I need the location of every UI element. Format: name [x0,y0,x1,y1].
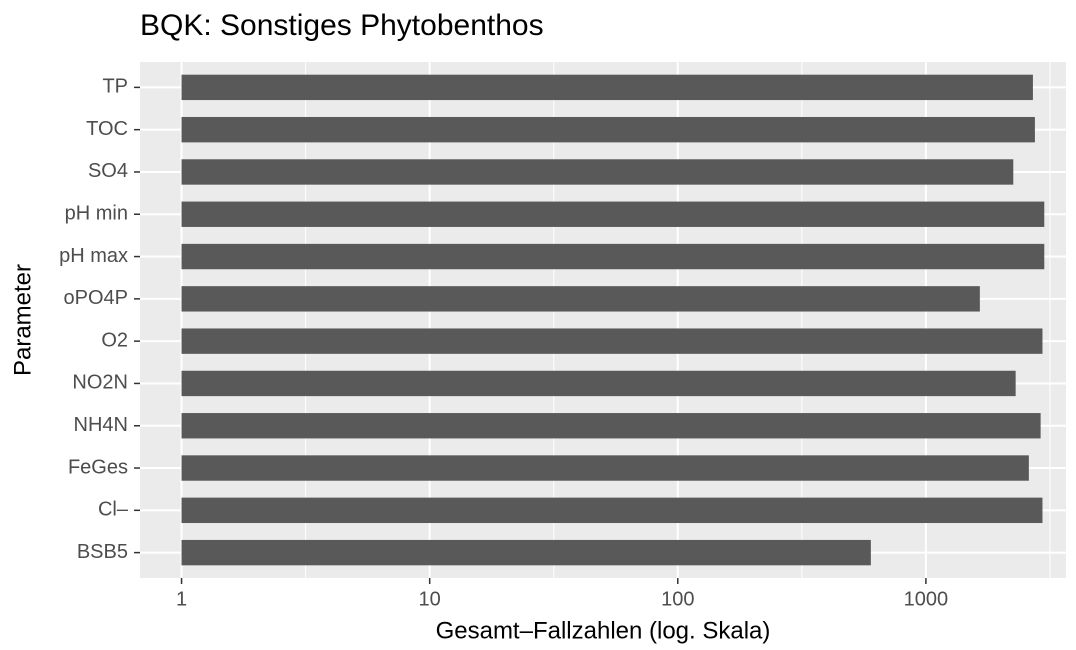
y-tick-label: Cl– [98,499,129,521]
bar [181,539,871,566]
bar [181,328,1043,354]
bar [181,159,1014,185]
bar [181,74,1033,101]
y-tick-label: pH min [65,203,128,225]
bar [181,286,980,312]
y-tick-label: oPO4P [64,287,128,309]
bar [181,370,1016,397]
x-tick-label: 100 [661,588,694,610]
bar [181,201,1045,227]
y-tick-label: SO4 [88,160,128,182]
y-tick-label: pH max [59,245,128,267]
bar [181,243,1045,270]
bar [181,413,1041,439]
bar [181,116,1035,143]
y-tick-label: TP [102,76,128,98]
bar [181,455,1029,481]
x-axis-title: Gesamt–Fallzahlen (log. Skala) [436,617,771,644]
y-tick-label: O2 [101,329,128,351]
y-tick-label: BSB5 [77,541,128,563]
chart-title: BQK: Sonstiges Phytobenthos [140,9,544,42]
x-tick-label: 1000 [904,588,949,610]
y-axis-title: Parameter [9,264,36,376]
y-tick-label: TOC [86,118,128,140]
bar [181,497,1043,524]
y-tick-label: FeGes [68,456,128,478]
y-tick-label: NH4N [74,414,128,436]
y-tick-label: NO2N [72,372,128,394]
panel [140,62,1066,578]
x-tick-label: 1 [176,588,187,610]
x-tick-label: 10 [419,588,441,610]
